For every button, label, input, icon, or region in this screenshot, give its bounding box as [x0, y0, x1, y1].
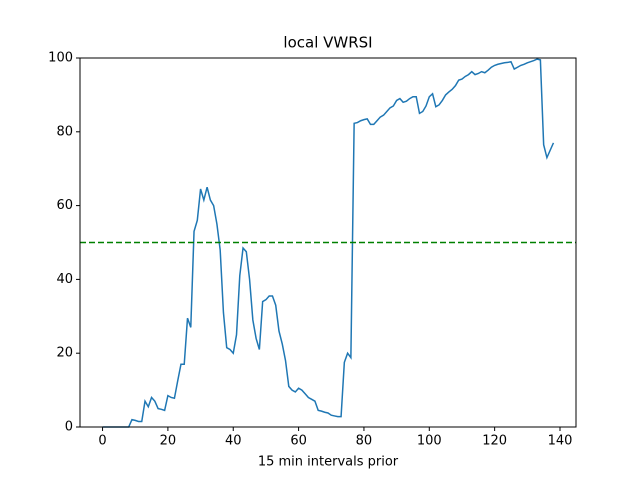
x-tick-label: 80: [356, 434, 373, 449]
x-tick-label: 0: [98, 434, 106, 449]
x-tick-label: 20: [160, 434, 177, 449]
line-series: [102, 58, 555, 428]
x-tick-label: 120: [482, 434, 507, 449]
y-tick-label: 80: [56, 124, 73, 139]
y-tick-label: 0: [65, 420, 73, 435]
x-axis-label: 15 min intervals prior: [258, 455, 399, 470]
plot-frame: [79, 57, 577, 428]
x-tick-label: 100: [417, 434, 442, 449]
chart-title: local VWRSI: [283, 34, 372, 52]
x-tick-label: 60: [290, 434, 307, 449]
x-tick-label: 140: [548, 434, 573, 449]
y-tick-label: 60: [56, 198, 73, 213]
x-tick-label: 40: [225, 434, 242, 449]
y-tick-label: 20: [56, 346, 73, 361]
y-tick-label: 100: [48, 51, 73, 66]
y-tick-label: 40: [56, 272, 73, 287]
